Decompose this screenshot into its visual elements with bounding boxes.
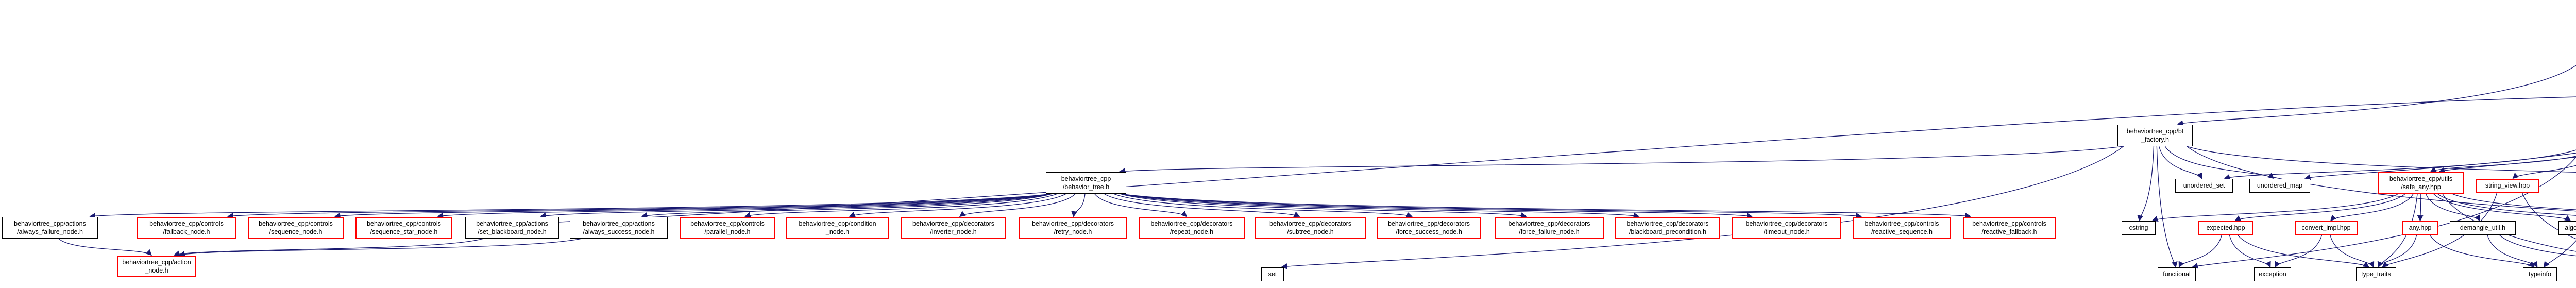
graph-node-algorithm[interactable]: algorithm: [2558, 221, 2576, 235]
include-edge-demangle-string: [2499, 234, 2576, 257]
include-edge-any_hpp-typeinfo: [2429, 234, 2535, 268]
include-edge-safe_any-chrono: [2437, 193, 2576, 216]
graph-node-parallel[interactable]: behaviortree_cpp/controls /parallel_node…: [680, 217, 775, 239]
include-edge-bt_factory-memory: [2186, 146, 2576, 212]
include-edge-safe_any-any_hpp: [2417, 193, 2424, 222]
include-edge-set_blackboard-action_node: [173, 238, 484, 257]
graph-node-fallback[interactable]: behaviortree_cpp/controls /fallback_node…: [137, 217, 236, 239]
include-edge-behavior_tree-repeat: [1094, 193, 1188, 217]
graph-node-bt_parser[interactable]: behaviortree_cpp/bt _parser.h: [2574, 41, 2576, 62]
include-edge-behavior_tree-bb_precondition: [1120, 193, 1640, 219]
graph-node-reactive_sequence[interactable]: behaviortree_cpp/controls /reactive_sequ…: [1853, 217, 1951, 239]
include-edge-expected-exception: [2229, 234, 2271, 268]
graph-node-force_success[interactable]: behaviortree_cpp/decorators /force_succe…: [1377, 217, 1481, 239]
include-edge-always_success-action_node: [179, 238, 582, 257]
graph-node-condition[interactable]: behaviortree_cpp/condition _node.h: [786, 217, 889, 239]
include-edge-any_hpp-type_traits: [2377, 234, 2417, 268]
include-edge-basic_types-typeinfo: [2543, 240, 2576, 268]
include-edge-behavior_tree-always_failure: [89, 193, 1053, 219]
include-edge-safe_any-convert_impl: [2330, 193, 2414, 222]
graph-node-safe_any[interactable]: behaviortree_cpp/utils /safe_any.hpp: [2378, 172, 2464, 194]
include-edge-bt_factory-functional: [2156, 146, 2178, 268]
include-edge-behavior_tree-reactive_sequence: [1120, 193, 1862, 219]
graph-node-demangle[interactable]: demangle_util.h: [2450, 221, 2516, 235]
graph-node-set_blackboard[interactable]: behaviortree_cpp/actions /set_blackboard…: [465, 217, 559, 239]
include-edge-safe_any-iostream: [2452, 193, 2576, 210]
graph-node-cstring[interactable]: cstring: [2122, 221, 2156, 235]
include-edge-safe_any-algorithm: [2433, 193, 2571, 221]
graph-node-unordered_set[interactable]: unordered_set: [2175, 179, 2233, 193]
graph-node-unordered_map[interactable]: unordered_map: [2249, 179, 2310, 193]
include-edge-behavior_tree-condition: [849, 193, 1066, 217]
include-edge-behavior_tree-parallel: [744, 193, 1058, 218]
graph-node-inverter[interactable]: behaviortree_cpp/decorators /inverter_no…: [901, 217, 1006, 239]
include-edge-basic_types-safe_any: [2430, 156, 2576, 172]
include-edge-behavior_tree-reactive_fallback: [1120, 193, 1972, 219]
graph-node-retry[interactable]: behaviortree_cpp/decorators /retry_node.…: [1019, 217, 1127, 239]
include-edge-behavior_tree-set_blackboard: [539, 193, 1053, 219]
graph-node-exception[interactable]: exception: [2254, 267, 2291, 281]
graph-node-reactive_fallback[interactable]: behaviortree_cpp/controls /reactive_fall…: [1963, 217, 2056, 239]
graph-node-repeat[interactable]: behaviortree_cpp/decorators /repeat_node…: [1139, 217, 1245, 239]
include-edge-behavior_tree-always_success: [641, 193, 1053, 218]
include-edge-behavior_tree-force_failure: [1120, 193, 1527, 218]
graph-node-always_failure[interactable]: behaviortree_cpp/actions /always_failure…: [2, 217, 98, 239]
graph-node-always_success[interactable]: behaviortree_cpp/actions /always_success…: [570, 217, 668, 239]
include-edge-safe_any-expected: [2234, 193, 2406, 221]
include-edge-bt_factory-unordered_set: [2158, 146, 2202, 179]
graph-node-string_view[interactable]: string_view.hpp: [2476, 179, 2539, 193]
include-edge-behavior_tree-fallback: [227, 193, 1053, 219]
include-edge-basic_types-functional: [2192, 156, 2576, 269]
include-edge-always_failure-action_node: [58, 238, 152, 256]
include-edge-basic_types-string_view: [2512, 165, 2576, 179]
include-edge-bt_factory-cstring: [2137, 146, 2155, 222]
include-edge-bt_parser-bt_factory: [2177, 64, 2576, 126]
include-edge-set_blackboard-blackboard: [558, 96, 2576, 223]
include-edge-demangle-typeinfo: [2487, 234, 2538, 268]
include-edge-bt_factory-set: [1281, 146, 2124, 269]
include-edge-behavior_tree-sequence_star: [437, 193, 1053, 219]
include-edge-safe_any-demangle: [2425, 193, 2480, 222]
include-edge-bt_factory-behavior_tree: [1118, 146, 2124, 174]
graph-node-force_failure[interactable]: behaviortree_cpp/decorators /force_failu…: [1495, 217, 1604, 239]
graph-node-bt_factory[interactable]: behaviortree_cpp/bt _factory.h: [2117, 125, 2193, 146]
include-edge-safe_any-cstring: [2151, 193, 2399, 222]
include-edge-basic_types-unordered_set: [2224, 149, 2576, 180]
graph-node-bb_precondition[interactable]: behaviortree_cpp/decorators /blackboard_…: [1615, 217, 1720, 239]
graph-node-sequence_star[interactable]: behaviortree_cpp/controls /sequence_star…: [355, 217, 452, 239]
include-edge-convert_impl-type_traits: [2330, 234, 2375, 268]
include-edge-string_view-type_traits: [2382, 192, 2498, 268]
graph-node-timeout[interactable]: behaviortree_cpp/decorators /timeout_nod…: [1732, 217, 1841, 239]
include-edges: [58, 64, 2576, 269]
graph-node-typeinfo[interactable]: typeinfo: [2523, 267, 2557, 281]
graph-node-functional[interactable]: functional: [2158, 267, 2196, 281]
graph-node-behavior_tree[interactable]: behaviortree_cpp /behavior_tree.h: [1046, 172, 1126, 194]
include-edge-behavior_tree-subtree: [1104, 193, 1300, 217]
include-edge-behavior_tree-sequence: [334, 193, 1053, 219]
include-edge-string_view-string: [2521, 192, 2576, 240]
include-edge-convert_impl-exception: [2275, 234, 2323, 268]
graph-node-sequence[interactable]: behaviortree_cpp/controls /sequence_node…: [248, 217, 344, 239]
include-edge-behavior_tree-inverter: [959, 193, 1076, 217]
include-edge-safe_any-string: [2442, 193, 2576, 252]
include-edge-behavior_tree-force_success: [1113, 193, 1413, 218]
graph-node-action_node[interactable]: behaviortree_cpp/action _node.h: [117, 256, 196, 277]
graph-node-convert_impl[interactable]: convert_impl.hpp: [2295, 221, 2358, 235]
include-edge-behavior_tree-timeout: [1120, 193, 1753, 219]
graph-node-subtree[interactable]: behaviortree_cpp/decorators /subtree_nod…: [1255, 217, 1366, 239]
graph-node-type_traits[interactable]: type_traits: [2356, 267, 2396, 281]
graph-node-any_hpp[interactable]: any.hpp: [2402, 221, 2438, 235]
graph-node-set[interactable]: set: [1261, 267, 1284, 281]
graph-node-expected[interactable]: expected.hpp: [2198, 221, 2253, 235]
include-edge-blackboard-safe_any: [2438, 157, 2576, 173]
include-edge-behavior_tree-retry: [1071, 193, 1086, 217]
include-edge-expected-functional: [2178, 234, 2223, 268]
include-edge-bt_factory-vector: [2187, 146, 2576, 173]
include-edge-expected-type_traits: [2237, 234, 2369, 267]
